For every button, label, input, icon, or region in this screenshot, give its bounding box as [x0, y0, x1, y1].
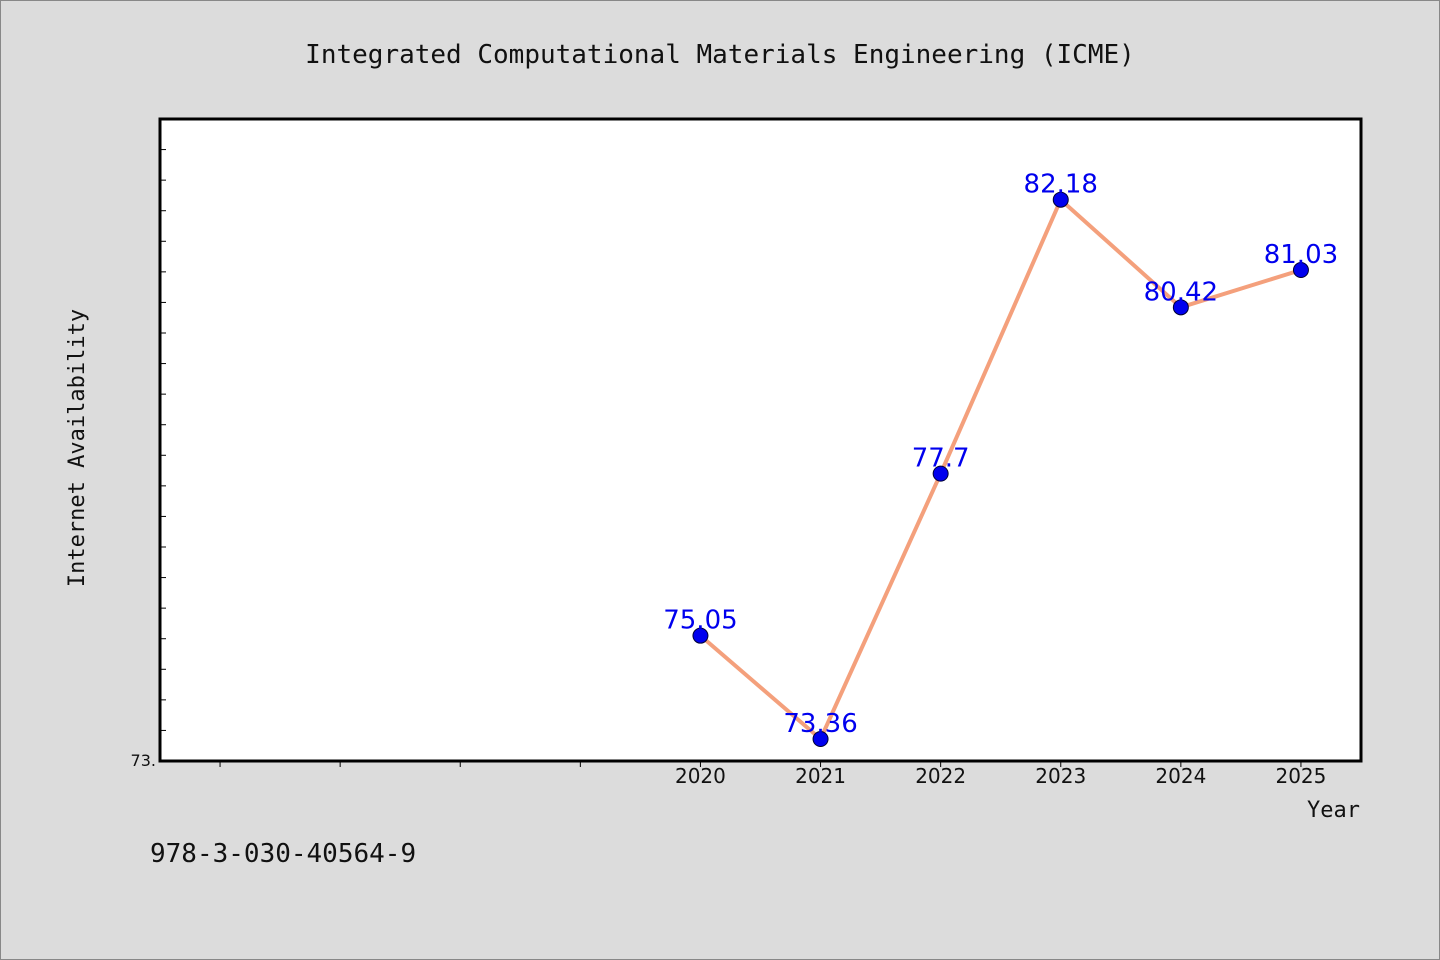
series-points — [692, 191, 1309, 747]
x-axis-ticks — [219, 761, 1302, 767]
data-point — [812, 730, 829, 747]
y-axis-ticks — [160, 118, 166, 762]
y-axis-label: Internet Availability — [65, 309, 90, 587]
series-line — [698, 197, 1303, 741]
data-label: 77.7 — [912, 444, 970, 474]
data-label: 80.42 — [1144, 277, 1218, 307]
footnote-isbn: 978-3-030-40564-9 — [150, 839, 416, 869]
x-tick-label: 2021 — [795, 764, 846, 788]
x-tick-label: 2024 — [1155, 764, 1206, 788]
x-axis-label: Year — [1307, 798, 1360, 823]
x-tick-label: 2022 — [915, 764, 966, 788]
chart-title: Integrated Computational Materials Engin… — [305, 40, 1135, 70]
data-point — [692, 627, 709, 644]
data-point — [1052, 191, 1069, 208]
x-tick-label: 2020 — [675, 764, 726, 788]
data-labels: 75.05 73.36 77.7 82.18 80.42 81.03 — [663, 170, 1338, 739]
data-point — [1172, 299, 1189, 316]
plot-area — [158, 117, 1363, 763]
data-point — [932, 465, 949, 482]
y-tick-label: 73. — [131, 751, 156, 770]
x-tick-label: 2025 — [1275, 764, 1326, 788]
data-label: 81.03 — [1264, 240, 1338, 270]
data-point — [1292, 262, 1309, 279]
x-tick-labels: 2020 2021 2022 2023 2024 2025 — [675, 764, 1326, 788]
data-label: 75.05 — [663, 606, 737, 636]
x-tick-label: 2023 — [1035, 764, 1086, 788]
data-label: 82.18 — [1024, 170, 1098, 200]
series-polyline — [698, 197, 1303, 741]
data-label: 73.36 — [783, 709, 857, 739]
